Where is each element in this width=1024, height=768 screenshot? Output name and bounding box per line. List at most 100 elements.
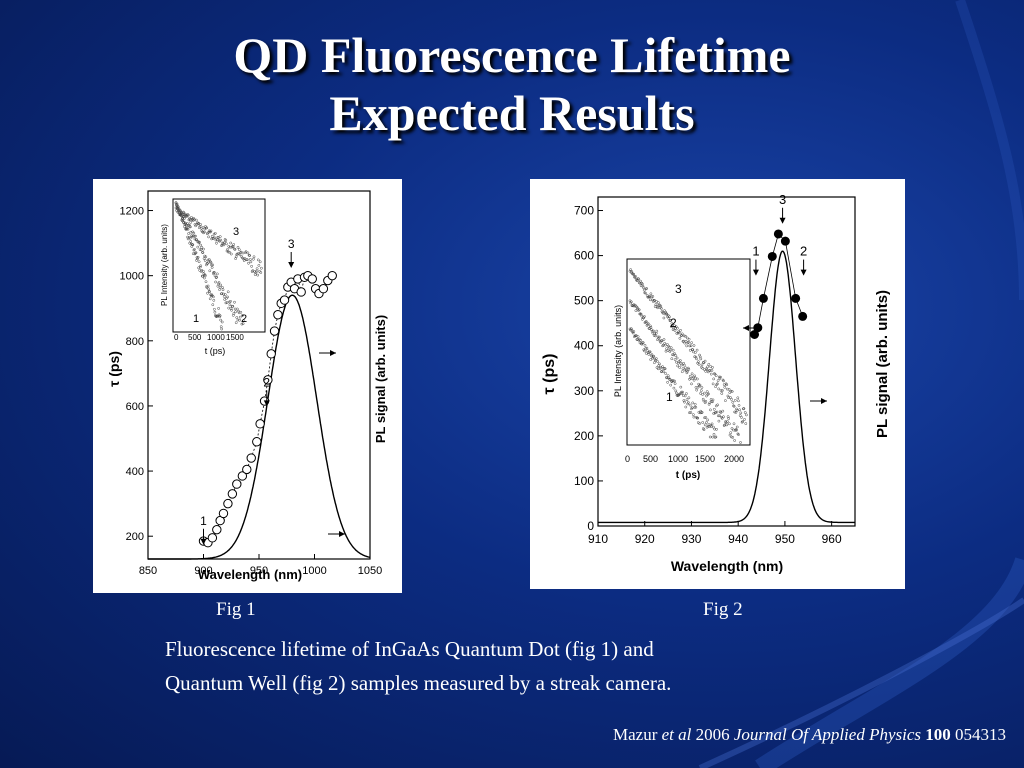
inset-decay-dot — [723, 385, 727, 389]
inset-decay-dot — [667, 316, 671, 320]
fig1-lifetime-point — [252, 437, 262, 447]
inset-decay-dot — [680, 390, 683, 394]
inset-decay-dot — [194, 251, 198, 255]
inset-decay-dot — [651, 295, 655, 298]
inset-decay-dot — [727, 388, 731, 391]
fig2-xlabel: Wavelength (nm) — [671, 558, 783, 574]
inset-decay-dot — [691, 377, 695, 381]
fig1-lifetime-point — [246, 453, 256, 463]
inset-decay-dot — [685, 392, 688, 395]
inset-decay-dot — [693, 402, 697, 406]
inset-decay-dot — [215, 275, 219, 279]
fig1-lifetime-point — [296, 287, 306, 297]
inset-decay-dot — [259, 271, 263, 274]
inset-decay-dot — [188, 236, 192, 240]
inset-decay-dot — [671, 379, 675, 383]
inset-decay-dot — [708, 425, 711, 429]
inset-decay-dot — [703, 401, 707, 405]
inset-decay-dot — [213, 232, 217, 235]
fig1-inset-decay-data — [174, 201, 263, 331]
inset-decay-dot — [187, 232, 190, 235]
inset-decay-dot — [688, 344, 692, 348]
inset-decay-dot — [660, 339, 664, 343]
inset-decay-dot — [642, 288, 646, 292]
fig1-axis-arrowhead — [339, 531, 345, 537]
inset-decay-dot — [248, 254, 252, 257]
inset-decay-dot — [700, 411, 704, 414]
inset-decay-dot — [631, 331, 635, 335]
inset-decay-dot — [710, 422, 714, 426]
fig1-ytick-label: 200 — [126, 531, 144, 543]
fig2-inset-xtick: 1000 — [668, 454, 688, 464]
inset-decay-dot — [210, 263, 213, 267]
inset-decay-dot — [668, 350, 672, 353]
citation-etal: et al — [661, 725, 692, 744]
caption-line-1: Fluorescence lifetime of InGaAs Quantum … — [165, 637, 654, 661]
fig2-inset-xlabel: t (ps) — [676, 470, 700, 481]
inset-decay-dot — [695, 377, 699, 381]
inset-decay-dot — [675, 356, 679, 360]
inset-decay-dot — [649, 358, 653, 361]
inset-decay-dot — [226, 290, 230, 294]
inset-decay-dot — [652, 354, 656, 358]
fig1-inset: 0 500 1000 1500 t (ps) PL Intensity (arb… — [160, 198, 266, 356]
inset-decay-dot — [678, 359, 682, 362]
inset-decay-dot — [201, 269, 205, 273]
inset-decay-dot — [740, 420, 744, 424]
inset-decay-dot — [214, 276, 218, 280]
inset-decay-dot — [712, 377, 716, 381]
inset-decay-dot — [220, 244, 223, 247]
inset-decay-dot — [719, 411, 723, 414]
inset-decay-dot — [210, 266, 214, 269]
inset-decay-dot — [681, 390, 684, 394]
inset-decay-dot — [218, 314, 222, 318]
fig1-ytick-label: 800 — [126, 336, 144, 348]
inset-decay-dot — [629, 328, 632, 332]
inset-decay-dot — [685, 398, 689, 402]
inset-decay-dot — [715, 383, 719, 386]
inset-decay-dot — [683, 341, 687, 345]
inset-decay-dot — [640, 314, 644, 318]
inset-decay-dot — [637, 308, 641, 312]
inset-decay-dot — [718, 377, 722, 380]
inset-decay-dot — [242, 319, 246, 322]
inset-decay-dot — [209, 261, 213, 264]
inset-decay-dot — [654, 334, 657, 338]
inset-decay-dot — [687, 340, 690, 344]
inset-decay-dot — [662, 370, 666, 374]
inset-decay-dot — [642, 316, 646, 320]
inset-decay-dot — [672, 324, 676, 327]
inset-decay-dot — [197, 221, 201, 225]
inset-decay-dot — [189, 240, 193, 243]
inset-decay-dot — [724, 399, 727, 402]
inset-decay-dot — [686, 341, 690, 345]
fig1-xtick-label: 1000 — [302, 565, 326, 577]
inset-decay-dot — [642, 286, 645, 290]
fig1-ylabel: τ (ps) — [106, 351, 122, 387]
inset-decay-dot — [693, 406, 696, 409]
inset-decay-dot — [217, 307, 220, 310]
inset-decay-dot — [229, 252, 233, 256]
inset-decay-dot — [197, 260, 201, 264]
inset-decay-dot — [255, 270, 258, 273]
inset-decay-dot — [244, 250, 248, 254]
fig2-xtick-label: 950 — [775, 532, 795, 546]
inset-decay-dot — [650, 353, 654, 356]
inset-decay-dot — [245, 258, 249, 262]
fig1-lifetime-point — [279, 295, 290, 305]
inset-decay-dot — [198, 248, 202, 252]
inset-decay-dot — [178, 213, 182, 216]
inset-decay-dot — [729, 431, 733, 435]
inset-decay-dot — [658, 367, 662, 370]
inset-decay-dot — [193, 223, 197, 226]
inset-decay-dot — [192, 231, 196, 235]
inset-decay-dot — [185, 225, 189, 229]
inset-decay-dot — [204, 280, 208, 284]
inset-decay-dot — [735, 425, 739, 429]
inset-decay-dot — [711, 382, 715, 386]
inset-decay-dot — [673, 352, 676, 355]
inset-decay-dot — [670, 322, 674, 325]
inset-decay-dot — [709, 372, 713, 376]
inset-decay-dot — [236, 245, 240, 249]
inset-decay-dot — [716, 403, 719, 407]
